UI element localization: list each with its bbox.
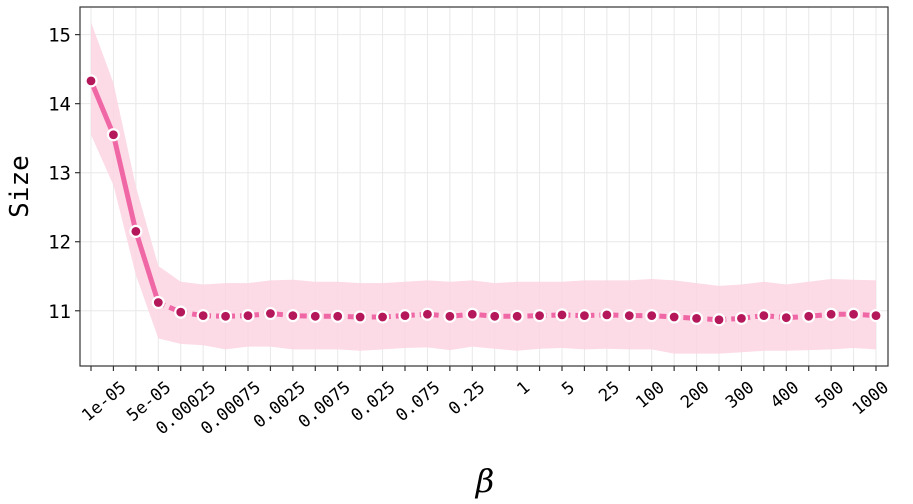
data-point <box>622 309 636 323</box>
y-tick-label: 12 <box>48 232 71 254</box>
x-tick-label: 0.075 <box>392 378 444 426</box>
data-point <box>286 309 300 323</box>
y-tick-label: 15 <box>48 25 71 47</box>
data-point <box>398 309 412 323</box>
data-point <box>263 306 278 321</box>
data-point <box>757 309 771 323</box>
data-point <box>667 310 681 324</box>
x-axis-ticks: 1e-055e-050.000250.000750.00250.00750.02… <box>78 366 893 439</box>
x-tick-label: 300 <box>722 378 758 413</box>
data-point <box>174 305 188 319</box>
y-tick-label: 14 <box>48 94 71 116</box>
series-line-solid <box>88 78 161 305</box>
data-point <box>151 295 165 310</box>
data-point <box>712 313 726 327</box>
y-axis-label: Size <box>5 155 35 218</box>
x-tick-label: 1000 <box>849 378 893 420</box>
data-point <box>532 309 547 323</box>
x-axis-label: β <box>475 462 495 500</box>
x-tick-label: 400 <box>767 378 803 413</box>
y-tick-label: 11 <box>48 301 71 323</box>
x-tick-label: 0.025 <box>347 378 399 426</box>
data-point <box>645 309 659 323</box>
data-point <box>555 308 569 322</box>
series-markers <box>84 74 883 327</box>
data-point <box>824 307 838 321</box>
data-point <box>510 309 524 323</box>
x-tick-label: 200 <box>677 378 713 413</box>
data-point <box>106 128 121 142</box>
data-point <box>846 307 861 321</box>
data-point <box>465 307 479 321</box>
confidence-band <box>91 22 876 354</box>
data-point <box>779 311 793 325</box>
x-tick-label: 25 <box>595 378 624 406</box>
x-tick-label: 500 <box>812 378 848 413</box>
x-tick-label: 5 <box>558 378 579 400</box>
data-point <box>734 311 749 325</box>
data-point <box>443 309 457 323</box>
data-point <box>488 309 502 323</box>
plot-frame <box>79 6 889 367</box>
confidence-band-area <box>91 22 876 354</box>
x-tick-label: 0.25 <box>445 378 489 420</box>
x-tick-label: 1 <box>513 378 534 400</box>
data-point <box>869 309 883 323</box>
x-tick-label: 100 <box>632 378 668 413</box>
data-point <box>84 74 98 88</box>
data-point <box>375 310 390 324</box>
data-point <box>196 309 210 323</box>
data-point <box>353 310 367 324</box>
y-axis-ticks: 11 12 13 14 15 <box>48 25 80 323</box>
y-tick-label: 13 <box>48 163 71 185</box>
data-point <box>331 309 345 323</box>
data-point <box>577 309 592 323</box>
data-point <box>802 309 816 323</box>
data-point <box>689 311 704 325</box>
data-point <box>308 309 322 323</box>
data-point <box>600 308 614 322</box>
x-tick-label: 1e-05 <box>78 378 130 426</box>
data-point <box>420 307 435 321</box>
data-point <box>218 309 233 323</box>
data-point <box>129 224 143 238</box>
data-point <box>241 309 255 323</box>
